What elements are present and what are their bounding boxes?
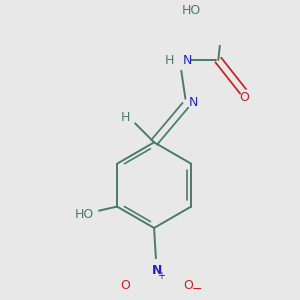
Text: HO: HO	[182, 4, 201, 17]
Text: HO: HO	[74, 208, 94, 221]
Text: N: N	[152, 264, 162, 277]
Text: H: H	[121, 111, 130, 124]
Text: O: O	[183, 279, 193, 292]
Text: +: +	[157, 271, 165, 281]
Text: −: −	[192, 283, 202, 296]
Text: H: H	[165, 53, 174, 67]
Text: O: O	[120, 279, 130, 292]
Text: O: O	[240, 92, 250, 104]
Text: N: N	[189, 95, 198, 109]
Text: N: N	[183, 53, 192, 67]
